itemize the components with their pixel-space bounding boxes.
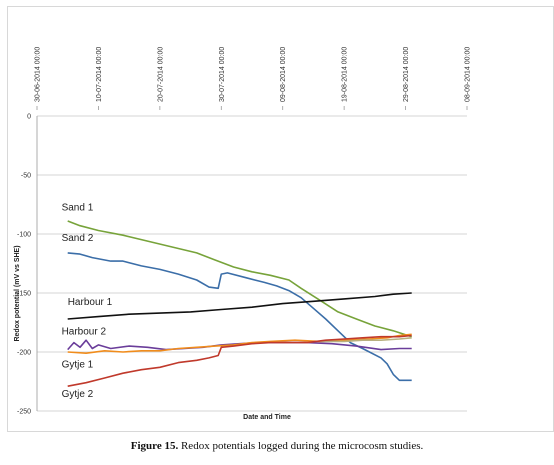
y-tick-label: -200 <box>17 350 31 357</box>
x-axis-label: Date and Time <box>243 414 291 421</box>
x-tick-label: 09-08-2014 00:00 <box>280 47 287 102</box>
x-tick-label: 29-08-2014 00:00 <box>403 47 410 102</box>
series-line-harbour-1 <box>67 292 412 320</box>
x-tick-label: 19-08-2014 00:00 <box>342 47 349 102</box>
y-ticks: 0 -50 -100 -150 -200 -250 <box>17 114 31 416</box>
grid <box>36 115 467 412</box>
caption-label: Figure 15. <box>130 440 179 452</box>
series-label-gytje-2: Gytje 2 <box>62 389 94 400</box>
series-line-sand-2 <box>67 252 412 382</box>
series-line-gytje-1 <box>319 337 412 343</box>
series-label-harbour-2: Harbour 2 <box>62 326 107 337</box>
series-labels: Sand 1 Sand 2 Harbour 1 Harbour 2 Gytje 1 Gyt… <box>62 202 113 399</box>
y-tick-label: -50 <box>21 173 31 180</box>
series-line-sand-1 <box>67 220 412 338</box>
caption-text: Redox potentials logged during the micro… <box>178 440 424 452</box>
series-label-sand-1: Sand 1 <box>62 202 94 213</box>
x-tick-label: 10-07-2014 00:00 <box>96 47 103 102</box>
figure-caption: Figure 15. Redox potentials logged durin… <box>0 440 554 452</box>
series-line-gytje-2 <box>67 334 412 387</box>
y-axis-label: Redox potential (mV vs SHE) <box>14 245 21 341</box>
x-tick-label: 30-07-2014 00:00 <box>219 47 226 102</box>
x-tick-label: 20-07-2014 00:00 <box>157 47 164 102</box>
series-label-gytje-1: Gytje 1 <box>62 359 94 370</box>
chart-frame: 0 -50 -100 -150 -200 -250 30-06-2014 00:00 10-… <box>7 6 554 432</box>
y-tick-label: -150 <box>17 291 31 298</box>
series-group <box>67 220 412 387</box>
x-tick-label: 08-09-2014 00:00 <box>465 47 472 102</box>
x-ticks: 30-06-2014 00:00 10-07-2014 00:00 20-07-20… <box>35 47 472 110</box>
series-label-harbour-1: Harbour 1 <box>68 297 113 308</box>
y-tick-label: -250 <box>17 409 31 416</box>
y-tick-label: -100 <box>17 232 31 239</box>
chart-border <box>7 6 554 432</box>
series-label-sand-2: Sand 2 <box>62 233 94 244</box>
redox-line-chart: 0 -50 -100 -150 -200 -250 30-06-2014 00:00 10-… <box>7 6 554 432</box>
x-tick-label: 30-06-2014 00:00 <box>35 47 42 102</box>
y-tick-label: 0 <box>27 114 31 121</box>
series-line-orange-4 <box>67 333 412 354</box>
